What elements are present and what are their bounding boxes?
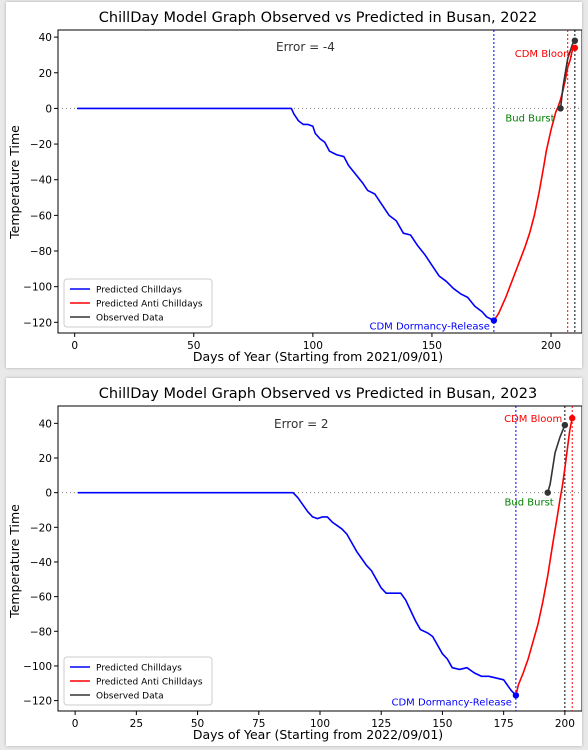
- chart-panel-2023: ChillDay Model Graph Observed vs Predict…: [6, 378, 582, 746]
- y-tick-label: 40: [39, 418, 52, 430]
- x-tick-label: 25: [130, 718, 143, 730]
- x-tick-label: 75: [252, 718, 265, 730]
- x-tick-label: 0: [71, 340, 78, 352]
- x-tick-label: 125: [371, 718, 391, 730]
- dormancy-release-point: [512, 692, 520, 699]
- y-tick-label: 0: [45, 488, 52, 500]
- x-tick-label: 150: [432, 718, 452, 730]
- bud-burst-label: Bud Burst: [505, 113, 554, 124]
- x-axis-label: Days of Year (Starting from 2021/09/01): [193, 349, 443, 364]
- bloom-label: CDM Bloom: [504, 414, 562, 425]
- legend-entry-antichill: Predicted Anti Chilldays: [96, 300, 203, 310]
- y-tick-label: −60: [30, 592, 52, 604]
- legend-box: [63, 278, 213, 328]
- y-tick-label: −60: [30, 210, 52, 222]
- dormancy-release-label: CDM Dormancy-Release: [369, 322, 489, 333]
- y-tick-label: −80: [30, 246, 52, 258]
- antichill-line: [493, 47, 576, 321]
- observed-line: [546, 424, 566, 493]
- x-tick-label: 100: [303, 340, 323, 352]
- chilldays-line: [77, 107, 495, 322]
- antichill-line: [515, 417, 573, 696]
- x-tick-label: 200: [541, 340, 561, 352]
- legend: Predicted Chilldays Predicted Anti Chilld…: [63, 278, 213, 328]
- y-tick-label: −120: [23, 696, 52, 708]
- y-tick-label: 40: [39, 32, 52, 44]
- y-tick-label: −80: [30, 626, 52, 638]
- legend-entry-chilldays: Predicted Chilldays: [96, 286, 182, 296]
- y-axis-label: Temperature Time: [7, 125, 22, 240]
- y-tick-label: −100: [23, 661, 52, 673]
- chart-panel-2022: ChillDay Model Graph Observed vs Predict…: [6, 2, 582, 368]
- x-tick-label: 0: [72, 718, 79, 730]
- x-tick-label: 50: [191, 718, 204, 730]
- legend-entry-observed: Observed Data: [96, 314, 164, 324]
- y-tick-label: 0: [45, 103, 52, 115]
- dormancy-release-label: CDM Dormancy-Release: [392, 697, 512, 708]
- bud-burst-point: [557, 105, 564, 112]
- bloom-point: [569, 414, 576, 422]
- x-axis-label: Days of Year (Starting from 2022/09/01): [193, 727, 443, 742]
- bloom-point: [571, 44, 579, 52]
- x-tick-label: 150: [422, 340, 442, 352]
- bloom-label: CDM Bloom: [515, 49, 573, 60]
- y-tick-label: 20: [39, 68, 52, 80]
- y-tick-label: −40: [30, 557, 52, 569]
- chilldays-line: [77, 491, 517, 696]
- y-tick-label: −20: [30, 139, 52, 151]
- x-tick-label: 200: [555, 718, 575, 730]
- error-label: Error = -4: [276, 40, 335, 54]
- y-tick-label: −100: [23, 282, 52, 294]
- x-tick-label: 50: [187, 340, 200, 352]
- chart-title: ChillDay Model Graph Observed vs Predict…: [99, 386, 537, 402]
- observed-bloom-point: [561, 421, 569, 429]
- legend-entry-antichill: Predicted Anti Chilldays: [96, 678, 203, 688]
- y-tick-label: 20: [39, 453, 52, 465]
- chart-2023: ChillDay Model Graph Observed vs Predict…: [7, 386, 582, 742]
- x-tick-label: 100: [310, 718, 330, 730]
- y-tick-label: −120: [23, 317, 52, 329]
- observed-bloom-point: [571, 37, 579, 44]
- legend-box: [63, 656, 213, 706]
- error-label: Error = 2: [274, 417, 329, 431]
- chart-title: ChillDay Model Graph Observed vs Predict…: [99, 10, 537, 26]
- legend: Predicted Chilldays Predicted Anti Chilld…: [63, 656, 213, 706]
- y-axis-label: Temperature Time: [7, 504, 22, 619]
- x-tick-label: 175: [494, 718, 514, 730]
- chart-2022: ChillDay Model Graph Observed vs Predict…: [7, 10, 582, 364]
- y-tick-label: −40: [30, 175, 52, 187]
- bud-burst-point: [544, 489, 551, 496]
- bud-burst-label: Bud Burst: [505, 498, 554, 509]
- y-tick-label: −20: [30, 522, 52, 534]
- legend-entry-chilldays: Predicted Chilldays: [96, 664, 182, 674]
- legend-entry-observed: Observed Data: [96, 692, 164, 702]
- dormancy-release-point: [490, 317, 498, 324]
